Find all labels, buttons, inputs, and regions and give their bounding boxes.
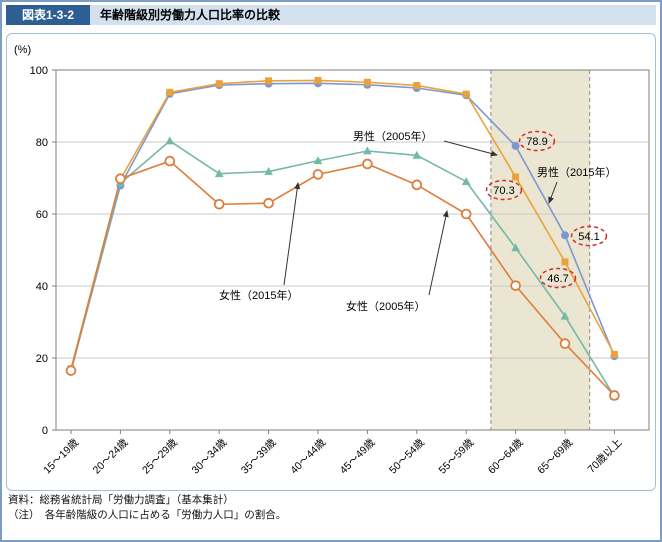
- series-label: 女性（2005年）: [346, 299, 425, 313]
- series-label-arrow: [283, 182, 301, 286]
- x-tick-label: 65〜69歳: [535, 436, 575, 476]
- highlight-band: [490, 70, 590, 430]
- marker-circle: [561, 231, 569, 240]
- figure-title: 年齢階級別労働力人口比率の比較: [90, 5, 656, 25]
- marker-circle-open: [559, 338, 571, 349]
- chart-line: [70, 82, 616, 372]
- marker-square: [561, 258, 569, 266]
- marker-circle-open: [115, 173, 126, 185]
- y-tick-label: 80: [36, 137, 48, 149]
- chart-line: [70, 79, 616, 370]
- marker-triangle: [560, 311, 570, 320]
- x-tick-label: 55〜59歳: [436, 436, 476, 476]
- marker-circle-open: [411, 179, 423, 191]
- marker-square: [413, 81, 421, 89]
- source-note: 資料：総務省統計局「労働力調査」（基本集計）: [8, 494, 234, 506]
- chart-line: [70, 139, 616, 397]
- y-tick-label: 20: [36, 353, 48, 365]
- x-tick-label: 35〜39歳: [239, 436, 279, 476]
- annotation-value: 70.3: [493, 185, 514, 197]
- marker-square: [166, 88, 174, 96]
- marker-circle-open: [510, 280, 521, 291]
- marker-square: [610, 350, 618, 358]
- marker-circle-open: [312, 169, 324, 180]
- series-label-arrow: [443, 140, 498, 157]
- x-tick-label: 45〜49歳: [338, 436, 378, 476]
- y-tick-label: 100: [30, 65, 48, 77]
- y-axis-unit-label: (%): [14, 44, 31, 56]
- marker-circle-open: [213, 198, 225, 210]
- series-label-arrow: [548, 181, 558, 204]
- marker-square: [215, 80, 223, 88]
- figure-footer: 資料：総務省統計局「労働力調査」（基本集計） （注） 各年齢階級の人口に占める「…: [8, 493, 286, 523]
- annotation-value: 78.9: [526, 136, 547, 148]
- x-tick-label: 50〜54歳: [387, 436, 427, 476]
- plot-border: [55, 69, 650, 431]
- marker-triangle: [264, 166, 273, 175]
- x-tick-label: 30〜34歳: [189, 436, 229, 476]
- marker-square: [265, 77, 273, 85]
- marker-circle-open: [460, 208, 472, 220]
- marker-triangle: [511, 243, 520, 252]
- marker-triangle: [412, 150, 422, 159]
- method-note: （注） 各年齢階級の人口に占める「労働力人口」の割合。: [8, 509, 287, 521]
- x-tick-label: 40〜44歳: [288, 436, 328, 476]
- marker-circle-open: [609, 390, 620, 401]
- marker-circle-open: [362, 158, 373, 170]
- chart-container: 0 20 40 60 80 100 (%) 15〜19歳 20〜24歳 25〜29歳 30〜34歳 3…: [6, 33, 656, 491]
- x-tick-label: 15〜19歳: [41, 436, 81, 476]
- x-tick-label: 60〜64歳: [486, 436, 526, 476]
- marker-square: [462, 90, 470, 98]
- marker-triangle: [214, 169, 224, 178]
- marker-circle-open: [263, 197, 274, 209]
- marker-triangle: [363, 146, 372, 155]
- x-tick-label: 70歳以上: [585, 437, 624, 476]
- marker-square: [512, 173, 520, 181]
- series-label: 男性（2015年）: [537, 165, 616, 179]
- y-tick-label: 40: [36, 281, 48, 293]
- annotation-ellipse: [518, 130, 556, 152]
- annotation-ellipse: [570, 225, 608, 247]
- series-label-arrow: [428, 210, 449, 296]
- marker-triangle: [313, 156, 323, 165]
- marker-circle-open: [164, 155, 176, 167]
- marker-square: [363, 78, 371, 86]
- marker-circle-open: [65, 365, 77, 376]
- chart-line: [70, 160, 615, 396]
- annotation-ellipse: [485, 179, 523, 201]
- y-tick-label: 0: [42, 425, 48, 437]
- series-label: 男性（2005年）: [353, 129, 432, 143]
- y-tick-label: 60: [36, 209, 48, 221]
- figure-number-badge: 図表1-3-2: [6, 5, 90, 25]
- x-tick-label: 20〜24歳: [91, 436, 131, 476]
- marker-triangle: [461, 177, 471, 185]
- annotation-value: 54.1: [578, 231, 599, 243]
- marker-square: [314, 76, 322, 84]
- annotation-value: 46.7: [547, 273, 568, 285]
- chart-svg: 0 20 40 60 80 100 (%) 15〜19歳 20〜24歳 25〜29歳 30〜34歳 3…: [14, 44, 650, 476]
- series-label: 女性（2015年）: [219, 288, 298, 302]
- marker-circle: [511, 141, 520, 150]
- annotation-ellipse: [539, 267, 577, 289]
- marker-triangle: [165, 136, 175, 145]
- x-tick-label: 25〜29歳: [140, 436, 180, 476]
